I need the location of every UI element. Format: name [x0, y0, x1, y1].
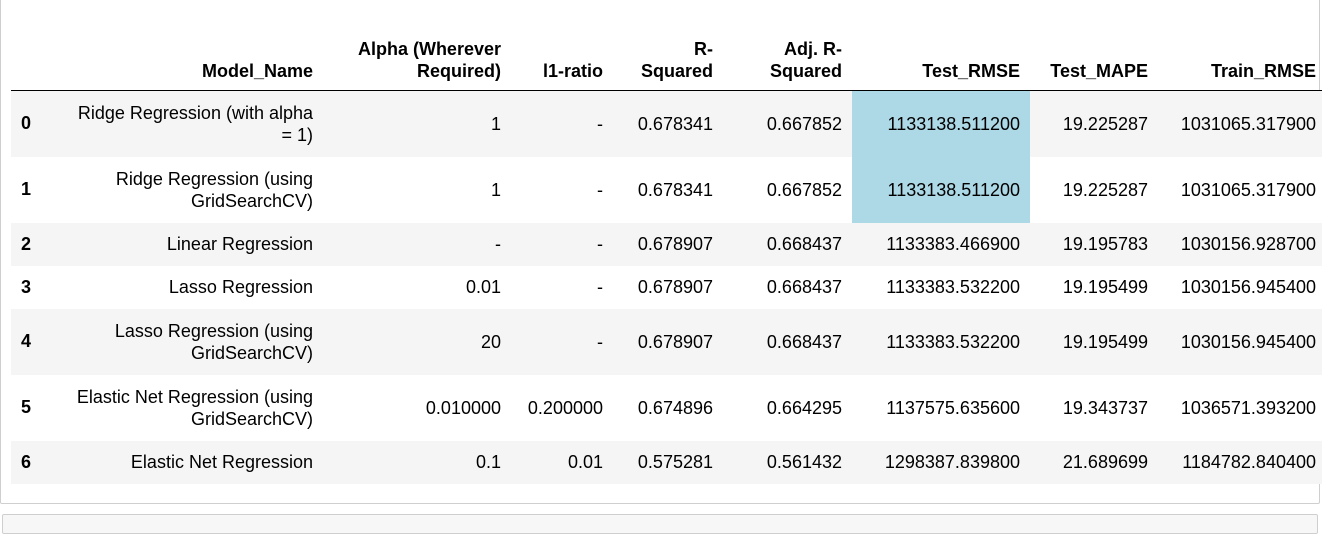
- cell-test-rmse: 1137575.635600: [886, 397, 1020, 418]
- table-row: 2 Linear Regression - - 0.678907 0.66843…: [11, 222, 1322, 266]
- table-row: 5 Elastic Net Regression (using GridSear…: [11, 374, 1322, 441]
- cell-r-squared: 0.674896: [637, 397, 713, 418]
- row-index: 6: [21, 451, 32, 472]
- cell-test-mape: 19.225287: [1062, 179, 1148, 200]
- header-l1-ratio: l1-ratio: [511, 34, 613, 91]
- cell-test-rmse-highlighted: 1133138.511200: [852, 156, 1030, 223]
- row-index: 5: [21, 397, 32, 417]
- cell-test-mape: 19.195499: [1062, 277, 1148, 297]
- cell-adj-r-squared: 0.561432: [766, 452, 842, 472]
- cell-l1-ratio: -: [597, 113, 603, 134]
- cell-alpha: 20: [480, 331, 501, 352]
- cell-alpha: 0.010000: [425, 397, 501, 418]
- cell-test-mape: 19.195499: [1062, 331, 1148, 352]
- cell-test-rmse: 1133383.466900: [886, 234, 1020, 254]
- header-model-name: Model_Name: [65, 34, 323, 91]
- cell-model-name: Elastic Net Regression (using GridSearch…: [76, 386, 313, 429]
- cell-alpha: 1: [490, 113, 501, 134]
- cell-l1-ratio: 0.01: [567, 452, 603, 472]
- cell-alpha: 1: [490, 179, 501, 200]
- header-row: Model_Name Alpha (Wherever Required) l1-…: [11, 34, 1322, 91]
- cell-r-squared: 0.678341: [637, 113, 713, 134]
- cell-test-mape: 19.225287: [1062, 113, 1148, 134]
- cell-test-mape: 19.195783: [1062, 234, 1148, 254]
- cell-l1-ratio: -: [597, 277, 603, 297]
- next-notebook-cell[interactable]: [2, 514, 1318, 534]
- cell-r-squared: 0.678341: [637, 179, 713, 200]
- header-adj-r-squared: Adj. R-Squared: [723, 34, 852, 91]
- cell-test-rmse-highlighted: 1133138.511200: [852, 90, 1030, 157]
- cell-adj-r-squared: 0.667852: [766, 179, 842, 200]
- row-index: 4: [21, 331, 32, 351]
- table-row: 1 Ridge Regression (using GridSearchCV) …: [11, 156, 1322, 223]
- row-index: 2: [21, 233, 32, 254]
- cell-r-squared: 0.575281: [637, 452, 713, 472]
- header-r-squared: R-Squared: [613, 34, 723, 91]
- cell-model-name: Ridge Regression (with alpha = 1): [77, 102, 313, 145]
- header-test-mape: Test_MAPE: [1030, 34, 1158, 91]
- cell-alpha: 0.1: [475, 452, 501, 472]
- notebook-output-area: Model_Name Alpha (Wherever Required) l1-…: [0, 0, 1322, 504]
- header-train-rmse: Train_RMSE: [1158, 34, 1322, 91]
- table-row: 6 Elastic Net Regression 0.1 0.01 0.5752…: [11, 440, 1322, 484]
- cell-model-name: Ridge Regression (using GridSearchCV): [115, 168, 313, 211]
- cell-alpha: -: [495, 234, 501, 254]
- table-row: 3 Lasso Regression 0.01 - 0.678907 0.668…: [11, 265, 1322, 309]
- cell-model-name: Elastic Net Regression: [130, 452, 313, 472]
- cell-test-rmse: 1133383.532200: [886, 277, 1020, 297]
- cell-model-name: Linear Regression: [166, 234, 313, 254]
- cell-adj-r-squared: 0.668437: [766, 277, 842, 297]
- cell-adj-r-squared: 0.667852: [766, 113, 842, 134]
- cell-train-rmse: 1031065.317900: [1180, 179, 1316, 200]
- cell-train-rmse: 1030156.928700: [1180, 234, 1316, 254]
- cell-l1-ratio: -: [597, 179, 603, 200]
- table-row: 0 Ridge Regression (with alpha = 1) 1 - …: [11, 90, 1322, 157]
- cell-train-rmse: 1031065.317900: [1180, 113, 1316, 134]
- header-index: [11, 34, 65, 91]
- cell-train-rmse: 1036571.393200: [1180, 397, 1316, 418]
- table-row: 4 Lasso Regression (using GridSearchCV) …: [11, 308, 1322, 375]
- cell-adj-r-squared: 0.668437: [766, 234, 842, 254]
- cell-r-squared: 0.678907: [637, 234, 713, 254]
- cell-test-mape: 19.343737: [1062, 397, 1148, 418]
- row-index: 3: [21, 276, 32, 297]
- cell-alpha: 0.01: [465, 277, 501, 297]
- cell-test-rmse: 1133383.532200: [886, 331, 1020, 352]
- cell-test-mape: 21.689699: [1062, 452, 1148, 472]
- row-index: 0: [21, 113, 32, 134]
- cell-test-rmse: 1298387.839800: [884, 452, 1020, 472]
- cell-r-squared: 0.678907: [637, 277, 713, 297]
- cell-l1-ratio: -: [597, 331, 603, 352]
- cell-train-rmse: 1184782.840400: [1182, 452, 1316, 472]
- row-index: 1: [21, 179, 32, 199]
- cell-model-name: Lasso Regression (using GridSearchCV): [114, 320, 313, 363]
- cell-l1-ratio: 0.200000: [527, 397, 603, 418]
- cell-train-rmse: 1030156.945400: [1180, 331, 1316, 352]
- header-alpha: Alpha (Wherever Required): [323, 34, 511, 91]
- cell-adj-r-squared: 0.664295: [766, 397, 842, 418]
- cell-model-name: Lasso Regression: [168, 277, 313, 297]
- cell-train-rmse: 1030156.945400: [1180, 277, 1316, 297]
- header-test-rmse: Test_RMSE: [852, 34, 1030, 91]
- cell-r-squared: 0.678907: [637, 331, 713, 352]
- cell-l1-ratio: -: [597, 234, 603, 254]
- cell-adj-r-squared: 0.668437: [766, 331, 842, 352]
- results-dataframe: Model_Name Alpha (Wherever Required) l1-…: [11, 34, 1322, 484]
